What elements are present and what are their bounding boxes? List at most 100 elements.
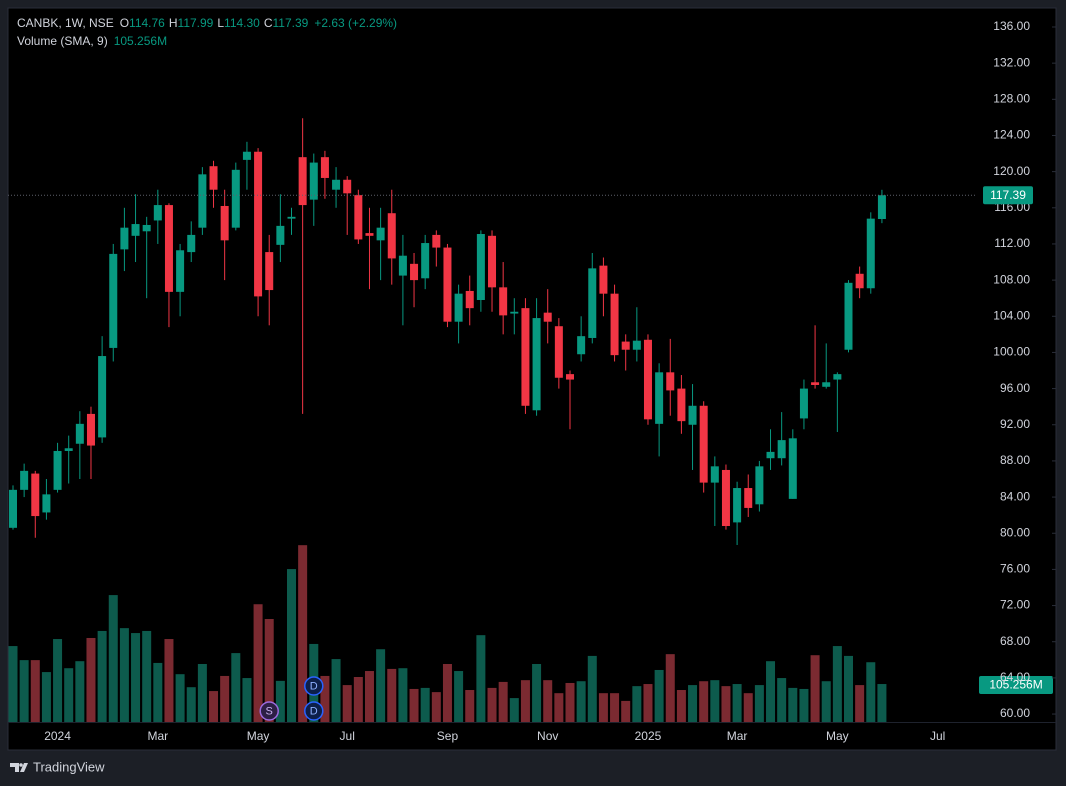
candle-body — [510, 311, 519, 314]
candle-body — [588, 268, 597, 338]
candle-body — [554, 326, 563, 378]
candle-body — [343, 179, 352, 194]
candle-body — [532, 318, 541, 411]
ohlc-value: 117.99 — [178, 16, 214, 30]
volume-bar — [186, 687, 196, 722]
volume-axis-label: 105.256M — [989, 678, 1042, 692]
x-tick-label: May — [247, 729, 270, 743]
volume-bar — [442, 663, 452, 722]
candle-body — [543, 312, 552, 322]
candle-body — [454, 293, 463, 322]
volume-bar — [832, 646, 842, 722]
candle-body — [811, 382, 820, 385]
candle-body — [443, 247, 452, 322]
event-label: S — [266, 705, 273, 717]
candle-body — [421, 243, 430, 279]
candle-body — [220, 205, 229, 241]
volume-bar — [353, 677, 363, 722]
candle-body — [20, 470, 29, 490]
candle-body — [42, 494, 51, 513]
volume-bar — [543, 680, 553, 722]
y-tick-label: 124.00 — [993, 128, 1030, 142]
candle-body — [410, 263, 419, 281]
volume-bar — [565, 682, 575, 722]
volume-bar — [75, 661, 85, 722]
candle-body — [866, 218, 875, 289]
candle-body — [276, 225, 285, 245]
candle-body — [577, 336, 586, 355]
volume-bar — [821, 681, 831, 722]
candle-body — [242, 151, 251, 160]
volume-bar — [509, 698, 519, 722]
candle-body — [265, 252, 274, 291]
volume-bar — [610, 693, 620, 722]
event-label: D — [310, 680, 318, 692]
price-label-bg — [983, 186, 1033, 205]
event-marker — [259, 701, 279, 721]
volume-bar — [498, 681, 508, 722]
volume-bar — [64, 668, 74, 722]
candle-body — [744, 488, 753, 508]
x-tick-label: May — [826, 729, 849, 743]
volume-bar — [844, 655, 853, 722]
y-tick-label: 80.00 — [1000, 525, 1030, 539]
candle-body — [187, 234, 196, 253]
candle-body — [164, 205, 173, 292]
candle-body — [777, 440, 786, 459]
y-tick-label: 120.00 — [993, 164, 1030, 178]
volume-bar — [409, 688, 419, 722]
y-tick-label: 112.00 — [994, 236, 1030, 250]
candle-body — [721, 469, 730, 527]
brand: TradingView — [33, 759, 105, 774]
volume-bar — [688, 685, 698, 722]
y-tick-label: 64.00 — [1000, 670, 1030, 684]
candle-body — [9, 489, 17, 528]
ohlc-key: C — [264, 16, 273, 30]
volume-bar — [153, 662, 163, 722]
volume-bar — [788, 687, 798, 722]
candle-body — [610, 293, 619, 356]
volume-bar — [465, 690, 475, 722]
volume-bar — [264, 618, 274, 722]
volume-bar — [632, 686, 642, 722]
candle-body — [432, 234, 441, 248]
candle-body — [287, 216, 296, 219]
candle-body — [499, 287, 508, 316]
volume-bar — [197, 663, 207, 722]
volume-bar — [598, 693, 608, 722]
symbol: CANBK, 1W, NSE — [17, 16, 114, 30]
candle-body — [98, 356, 107, 438]
volume-bar — [119, 628, 129, 722]
volume-bar — [331, 659, 341, 722]
y-tick-label: 84.00 — [1000, 489, 1030, 503]
volume-bar — [654, 669, 664, 722]
volume-bar — [721, 686, 731, 722]
candle-body — [198, 174, 207, 228]
volume-bar — [231, 653, 241, 722]
volume-bar — [41, 672, 51, 722]
volume-bar — [866, 662, 876, 722]
volume-bar — [287, 569, 296, 722]
candle-body — [632, 340, 641, 350]
candle-body — [320, 157, 329, 178]
volume-bar — [275, 680, 285, 722]
candle-body — [120, 227, 129, 250]
volume-bar — [175, 674, 185, 722]
candle-body — [231, 169, 240, 228]
volume-bar — [387, 668, 397, 722]
volume-bar — [253, 604, 263, 722]
candle-body — [488, 235, 497, 288]
ohlc-key: L — [217, 16, 224, 30]
volume-bar — [699, 681, 709, 722]
volume-bar — [398, 668, 408, 722]
candle-body — [877, 195, 886, 219]
volume-bar — [431, 692, 441, 722]
candle-body — [53, 450, 62, 490]
volume-bar — [710, 680, 720, 722]
x-tick-label: Mar — [727, 729, 748, 743]
candle-body — [131, 224, 140, 236]
volume-bar — [810, 655, 820, 722]
event-label: D — [310, 705, 318, 717]
ohlc-value: 117.39 — [273, 16, 309, 30]
candle-body — [86, 413, 95, 446]
